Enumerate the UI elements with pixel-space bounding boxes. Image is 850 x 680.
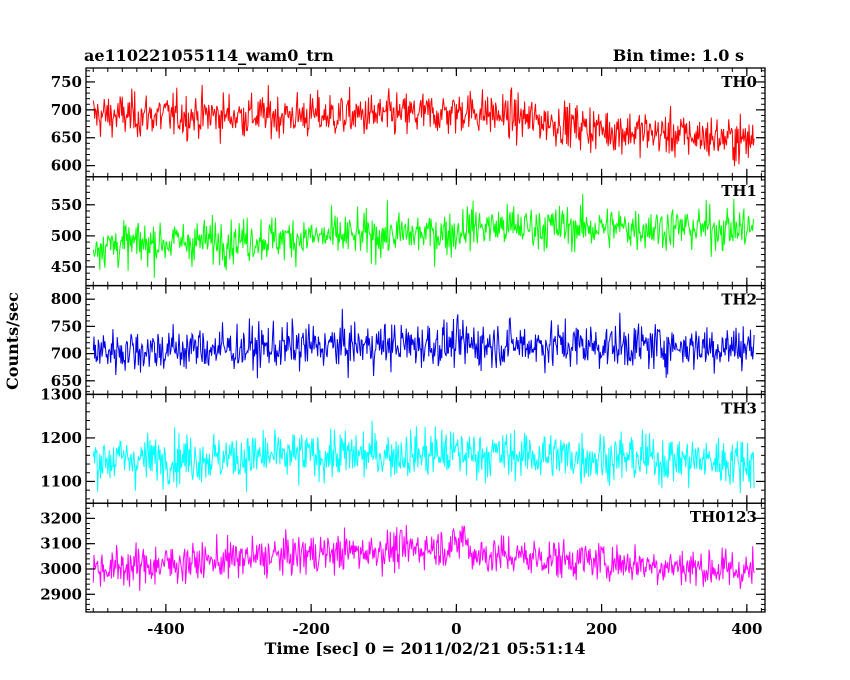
series-line-th0123	[92, 524, 755, 591]
panel-label: TH1	[721, 182, 757, 200]
y-axis-label: Counts/sec	[3, 292, 22, 390]
y-tick-label: 3100	[40, 535, 82, 553]
panel-th0: 600 650 700 750 TH0	[51, 67, 766, 178]
panel-label: TH0	[721, 73, 757, 91]
bin-time-label: Bin time: 1.0 s	[613, 46, 744, 65]
series-line-th0	[92, 84, 755, 167]
panel-frame	[85, 284, 766, 396]
panel-label: TH3	[721, 399, 757, 417]
x-tick-label: -200	[292, 620, 330, 638]
chart-title: ae110221055114_wam0_trn	[84, 46, 334, 65]
panel-label: TH0123	[690, 508, 757, 526]
y-tick-label: 2900	[40, 585, 82, 603]
y-tick-label: 500	[51, 227, 82, 245]
series-line-th2	[92, 308, 755, 379]
panel-th1: 450 500 550 TH1	[51, 176, 766, 287]
y-tick-label: 750	[51, 317, 82, 335]
y-tick-label: 3000	[40, 560, 82, 578]
panel-th0123: 2900 3000 3100 3200 TH0123	[40, 502, 766, 613]
x-tick-label: 400	[731, 620, 762, 638]
panel-frame	[85, 502, 766, 613]
series-line-th1	[92, 193, 755, 278]
x-tick-label: -400	[147, 620, 185, 638]
panel-label: TH2	[721, 291, 757, 309]
y-tick-label: 1100	[40, 472, 82, 490]
y-tick-label: 750	[51, 73, 82, 91]
y-tick-label: 1200	[40, 429, 82, 447]
y-tick-label: 650	[51, 372, 82, 390]
series-line-th3	[92, 420, 755, 494]
panel-th3: 1100 1200 1300 TH3	[40, 385, 766, 504]
panel-th2: 650 700 750 800 TH2	[51, 284, 766, 396]
y-tick-label: 450	[51, 258, 82, 276]
y-tick-label: 3200	[40, 509, 82, 527]
y-tick-label: 700	[51, 101, 82, 119]
x-axis-label: Time [sec] 0 = 2011/02/21 05:51:14	[265, 639, 586, 658]
panels-group: 600 650 700 750 TH0 450 500 550 TH1 650 700 750 800 T…	[40, 67, 766, 638]
y-tick-label: 700	[51, 345, 82, 363]
y-tick-label: 550	[51, 196, 82, 214]
y-tick-label: 1300	[40, 385, 82, 403]
x-tick-label: 200	[586, 620, 617, 638]
x-tick-label: 0	[451, 620, 461, 638]
y-tick-label: 600	[51, 157, 82, 175]
y-tick-label: 650	[51, 129, 82, 147]
y-tick-label: 800	[51, 290, 82, 308]
